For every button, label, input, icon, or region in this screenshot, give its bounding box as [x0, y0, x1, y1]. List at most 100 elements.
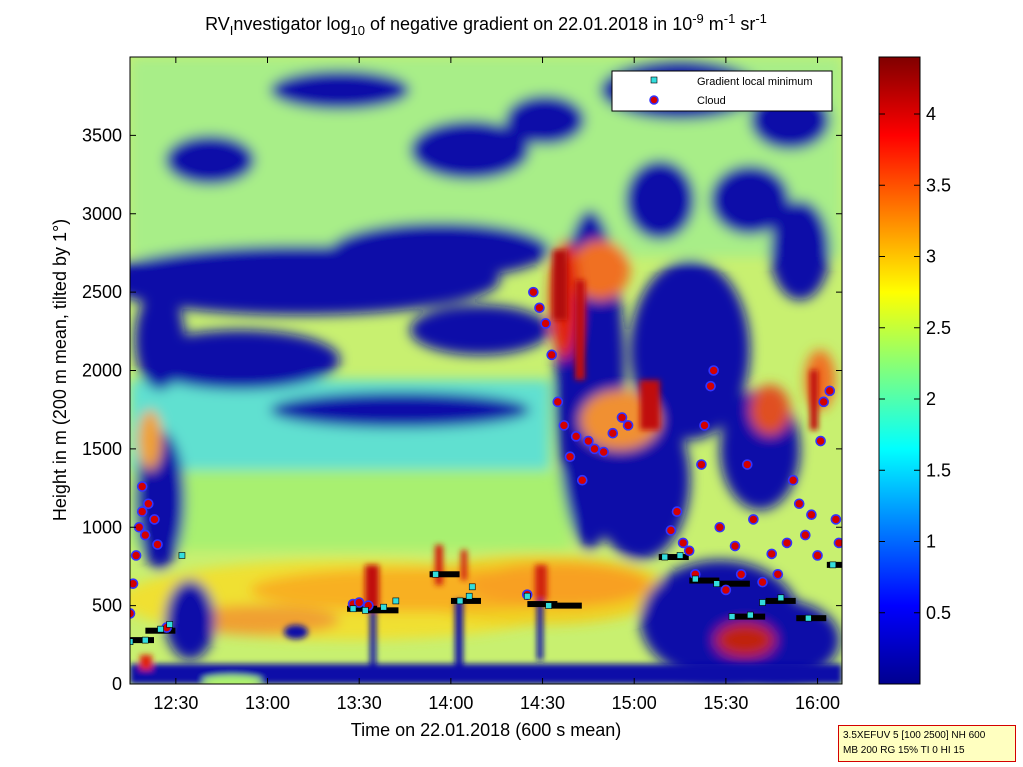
- cloud-point: [616, 412, 628, 423]
- cloud-point: [558, 420, 570, 431]
- cloud-point: [824, 385, 836, 397]
- cloud-point: [139, 529, 151, 541]
- colorbar-tick-label: 2.5: [926, 318, 951, 338]
- boundary-layer-mark: [450, 597, 481, 604]
- x-tick-label: 15:00: [612, 693, 657, 713]
- cloud-point: [793, 498, 805, 510]
- legend-label-gradient: Gradient local minimum: [697, 76, 813, 88]
- cloud-point: [598, 446, 609, 458]
- x-axis-label: Time on 22.01.2018 (600 s mean): [351, 720, 622, 740]
- gradient-min-point: [349, 605, 357, 613]
- cloud-point: [729, 540, 741, 552]
- cloud-point: [570, 431, 582, 442]
- gradient-min-point: [468, 583, 476, 591]
- cloud-point: [546, 349, 557, 361]
- x-tick-label: 15:30: [703, 693, 748, 713]
- cloud-point: [699, 420, 710, 431]
- y-tick-label: 2500: [82, 282, 122, 302]
- cloud-point: [564, 451, 576, 463]
- gradient-min-point: [432, 570, 439, 578]
- boundary-layer-mark: [130, 637, 154, 644]
- gradient-min-point: [361, 607, 369, 614]
- x-tick-label: 13:00: [245, 693, 290, 713]
- gradient-min-point: [713, 580, 721, 587]
- cloud-point: [622, 420, 634, 431]
- cloud-point: [136, 481, 148, 492]
- boundary-layer-mark: [527, 601, 558, 608]
- cloud-point: [671, 506, 683, 517]
- gradient-min-point: [805, 614, 812, 622]
- cloud-point: [683, 545, 695, 557]
- cloud-point: [748, 514, 759, 525]
- gradient-min-point: [545, 602, 552, 609]
- cloud-point: [833, 537, 842, 549]
- cloud-point: [152, 539, 163, 550]
- boundary-layer-mark: [551, 602, 582, 609]
- cloud-point: [787, 474, 799, 486]
- info-line-1: 3.5XEFUV 5 [100 2500] NH 600: [843, 730, 986, 741]
- cloud-point: [136, 506, 148, 517]
- gradient-min-point: [759, 599, 766, 606]
- x-tick-label: 13:30: [337, 693, 382, 713]
- y-axis-label: Height in m (200 m mean, tilted by 1°): [50, 219, 70, 521]
- colorbar-gradient: [878, 56, 921, 685]
- boundary-layer-mark: [429, 571, 460, 578]
- colorbar-tick-label: 3.5: [926, 175, 951, 195]
- legend-label-cloud: Cloud: [697, 95, 726, 107]
- gradient-min-point: [392, 597, 400, 605]
- cloud-point: [720, 584, 732, 596]
- cloud-point: [130, 608, 136, 619]
- gradient-min-point: [178, 552, 186, 559]
- legend-marker-gradient: [650, 76, 658, 84]
- cloud-point: [705, 380, 716, 392]
- heatmap-details: [130, 250, 842, 684]
- gradient-min-point: [777, 594, 785, 602]
- cloud-point: [143, 498, 154, 510]
- boundary-layer-mark: [719, 580, 750, 587]
- cloud-point: [818, 396, 829, 408]
- colorbar: 0.5 1 1.5 2 2.5 3 3.5 4: [878, 56, 951, 685]
- x-tick-label: 16:00: [795, 693, 840, 713]
- y-tick-label: 1000: [82, 517, 122, 537]
- y-tick-label: 3000: [82, 204, 122, 224]
- plot-area: [130, 57, 842, 684]
- y-axis: 0 500 1000 1500 2000 2500 3000 3500: [82, 125, 842, 694]
- parameter-info-box: 3.5XEFUV 5 [100 2500] NH 600 MB 200 RG 1…: [838, 725, 1016, 762]
- cloud-point: [583, 435, 594, 447]
- cloud-point: [800, 529, 811, 541]
- cloud-point: [353, 597, 365, 608]
- gradient-min-point: [157, 625, 164, 633]
- gradient-min-point: [456, 597, 464, 605]
- boundary-layer-mark: [689, 577, 720, 584]
- gradient-min-point: [465, 592, 473, 600]
- gradient-min-point: [141, 636, 149, 644]
- colorbar-ticks: 0.5 1 1.5 2 2.5 3 3.5 4: [879, 104, 951, 623]
- gradient-min-point: [829, 561, 837, 569]
- x-tick-label: 12:30: [153, 693, 198, 713]
- gradient-min-point: [747, 611, 754, 619]
- y-tick-label: 2000: [82, 361, 122, 381]
- cloud-point: [830, 514, 842, 525]
- cloud-point: [781, 537, 793, 549]
- cloud-point: [708, 365, 719, 376]
- colorbar-tick-label: 1: [926, 532, 936, 552]
- gradient-min-point: [523, 592, 531, 600]
- colorbar-tick-label: 1.5: [926, 460, 951, 480]
- cloud-point: [133, 521, 145, 533]
- info-line-2: MB 200 RG 15% TI 0 HI 15: [843, 745, 965, 756]
- gradient-min-point: [661, 553, 669, 561]
- cloud-point: [576, 474, 588, 486]
- cloud-point: [534, 302, 545, 314]
- colorbar-tick-label: 3: [926, 247, 936, 267]
- gradient-min-point: [130, 638, 134, 645]
- cloud-point: [665, 525, 677, 536]
- y-tick-label: 3500: [82, 125, 122, 145]
- gradient-min-point: [692, 575, 699, 583]
- cloud-point: [772, 568, 784, 580]
- colorbar-tick-label: 0.5: [926, 603, 951, 623]
- cloud-point: [540, 318, 551, 329]
- legend-marker-cloud: [649, 95, 659, 105]
- boundary-layer-mark: [658, 554, 689, 561]
- x-tick-label: 14:00: [428, 693, 473, 713]
